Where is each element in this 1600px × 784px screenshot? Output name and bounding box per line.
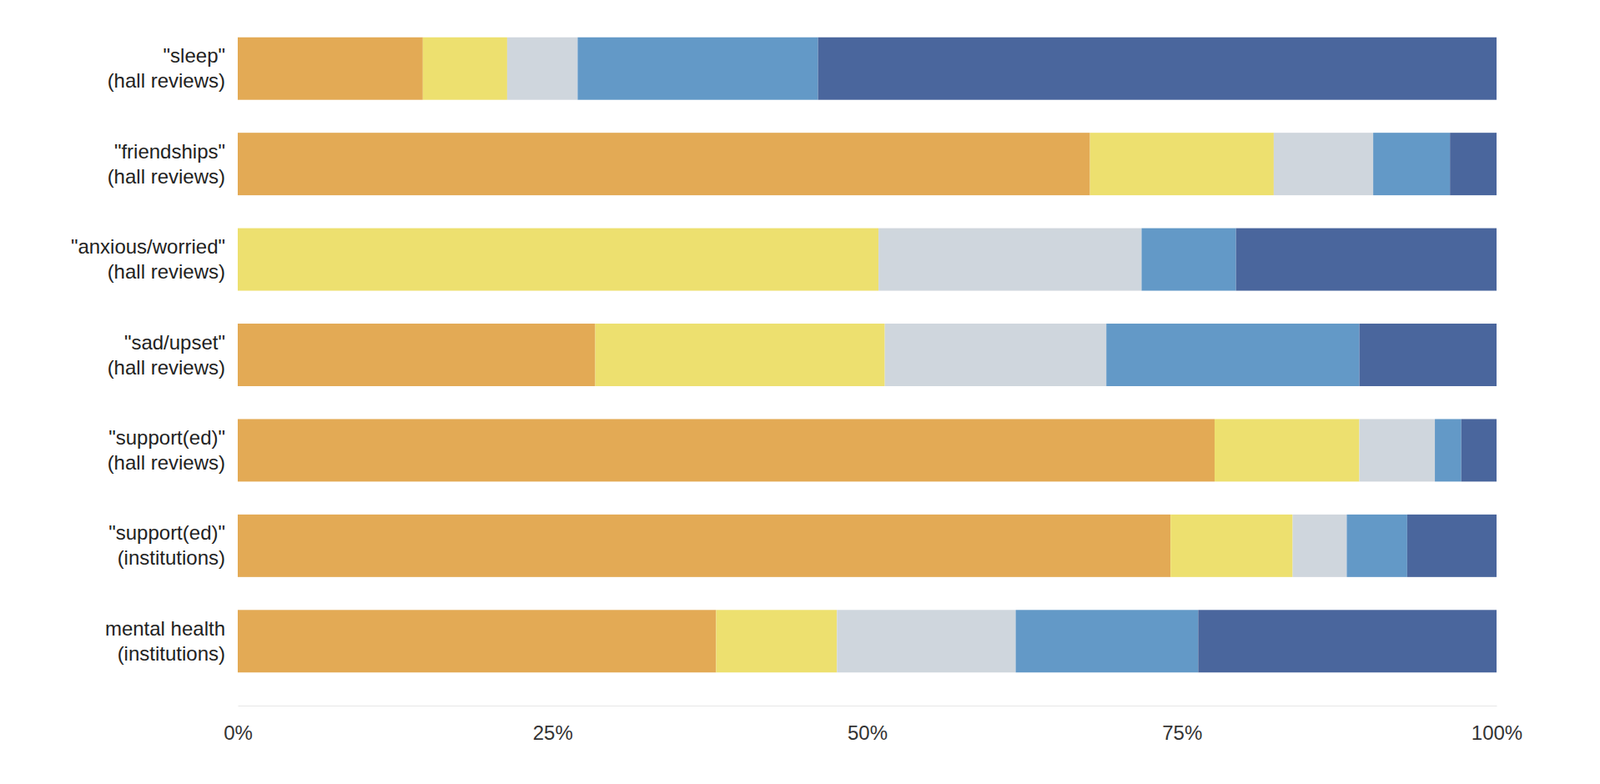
bar-segment [237, 228, 879, 292]
category-label: "support(ed)"(institutions) [108, 521, 226, 569]
chart: 0%25%50%75%100%"sleep"(hall reviews)"fri… [0, 0, 1600, 784]
tick-label: 100% [1471, 721, 1523, 745]
tick: mental health(institutions) [105, 617, 238, 665]
tick: "support(ed)"(hall reviews) [107, 426, 238, 474]
tick: 75% [1162, 705, 1203, 745]
series [237, 37, 1215, 674]
tick: "friendships"(hall reviews) [107, 140, 238, 188]
series [818, 37, 1497, 674]
bar-segment [1016, 609, 1199, 673]
category-label-line: (hall reviews) [107, 165, 226, 188]
bar-segment [1359, 418, 1436, 482]
bar-segment [237, 514, 1171, 578]
bar-segment [715, 609, 837, 673]
tick: "sleep"(hall reviews) [107, 44, 238, 92]
bar-segment [1449, 132, 1497, 196]
bar-segment [1214, 418, 1360, 482]
bar-segment [1373, 132, 1450, 196]
category-label-line: (institutions) [117, 642, 226, 665]
tick: 50% [847, 705, 888, 745]
series [237, 37, 1360, 674]
bar-segment [237, 323, 596, 387]
y-axis: "sleep"(hall reviews)"friendships"(hall … [70, 44, 238, 665]
series [577, 37, 1461, 674]
bar-segment [237, 132, 1091, 196]
category-label-line: mental health [105, 617, 226, 640]
tick: "support(ed)"(institutions) [108, 521, 238, 569]
series [507, 37, 1435, 674]
bar-segment [818, 37, 1497, 101]
bar-segment [1346, 514, 1407, 578]
category-label-line: "friendships" [114, 140, 226, 163]
bar-segment [237, 418, 1215, 482]
category-label: "friendships"(hall reviews) [107, 140, 226, 188]
bar-segment [1434, 418, 1462, 482]
bar-segment [1293, 514, 1348, 578]
category-label: "sleep"(hall reviews) [107, 44, 226, 92]
tick-label: 0% [223, 721, 253, 745]
bar-segment [1197, 609, 1497, 673]
category-label-line: (institutions) [117, 546, 226, 569]
category-label: "sad/upset"(hall reviews) [107, 331, 226, 379]
category-label-line: "sad/upset" [124, 331, 226, 354]
category-label-line: (hall reviews) [107, 356, 226, 379]
category-label-line: "anxious/worried" [70, 235, 226, 258]
bar-segment [1170, 514, 1293, 578]
bar-segment [1461, 418, 1497, 482]
bar-segment [1106, 323, 1359, 387]
axis-line [238, 705, 1498, 707]
bar-segment [1407, 514, 1497, 578]
bar-segment [237, 609, 716, 673]
tick: 25% [533, 705, 574, 745]
bar-segment [836, 609, 1016, 673]
bar-segment [1141, 228, 1236, 292]
bar-segment [577, 37, 818, 101]
category-label-line: "sleep" [163, 44, 226, 67]
tick-label: 50% [847, 721, 888, 745]
bar-segment [885, 323, 1107, 387]
category-label-line: (hall reviews) [107, 260, 226, 283]
tick: "sad/upset"(hall reviews) [107, 331, 238, 379]
category-label: mental health(institutions) [105, 617, 226, 665]
tick-label: 25% [533, 721, 574, 745]
category-label-line: (hall reviews) [107, 451, 226, 474]
bar-segment [507, 37, 579, 101]
x-axis: 0% 25% 50% 75% 100% [223, 705, 1523, 745]
tick: 0% [223, 705, 253, 745]
bars [237, 37, 1497, 674]
bar-segment [595, 323, 886, 387]
category-label-line: "support(ed)" [108, 426, 226, 449]
category-label-line: (hall reviews) [107, 69, 226, 92]
bar-segment [1359, 323, 1497, 387]
tick: "anxious/worried"(hall reviews) [70, 235, 238, 283]
category-label: "anxious/worried"(hall reviews) [70, 235, 226, 283]
bar-segment [878, 228, 1142, 292]
category-label-line: "support(ed)" [108, 521, 226, 544]
bar-segment [1090, 132, 1274, 196]
bar-segment [1273, 132, 1374, 196]
category-label: "support(ed)"(hall reviews) [107, 426, 226, 474]
bar-segment [1236, 228, 1497, 292]
bar-segment [237, 37, 423, 101]
tick-label: 75% [1162, 721, 1203, 745]
tick: 100% [1471, 705, 1523, 745]
bar-segment [422, 37, 508, 101]
